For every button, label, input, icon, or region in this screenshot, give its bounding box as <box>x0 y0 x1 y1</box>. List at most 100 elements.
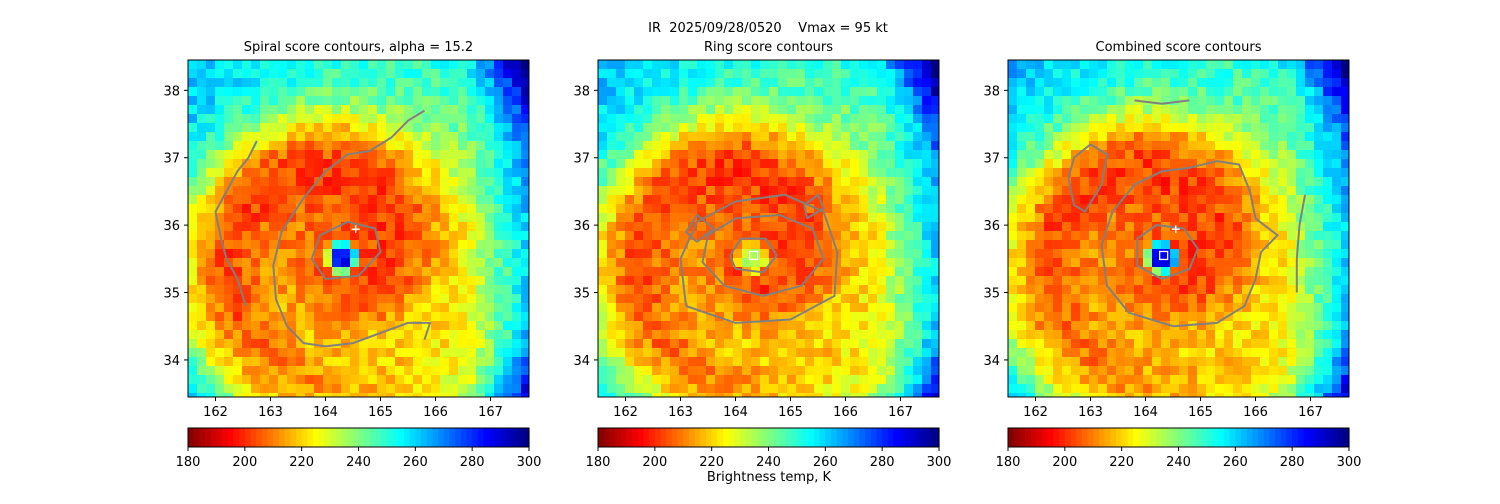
colorbar-tick-label: 240 <box>346 455 371 470</box>
colorbar-segment <box>477 428 485 447</box>
colorbar-segment <box>290 428 297 447</box>
colorbar-segment <box>1195 428 1202 447</box>
y-tick-label: 35 <box>983 287 1000 302</box>
colorbar-segment <box>1212 428 1219 447</box>
y-tick-label: 38 <box>163 84 180 99</box>
colorbar-segment <box>836 428 843 447</box>
colorbar-tick-label: 220 <box>1109 455 1134 470</box>
colorbar-segment <box>188 428 195 447</box>
y-tick-label: 35 <box>163 287 180 302</box>
colorbar-segment <box>1121 428 1128 447</box>
colorbar-segment <box>489 428 496 447</box>
colorbar-segment <box>1314 428 1322 447</box>
colorbar-segment <box>666 428 673 447</box>
colorbar-segment <box>1042 428 1049 447</box>
colorbar-segment <box>1309 428 1316 447</box>
colorbar-segment <box>1036 428 1043 447</box>
score-contour <box>1067 143 1109 213</box>
colorbar-segment <box>762 428 770 447</box>
colorbar-segment <box>1087 428 1094 447</box>
panel-title: Spiral score contours, alpha = 15.2 <box>244 40 473 55</box>
colorbar-segment <box>598 428 605 447</box>
colorbar-segment <box>865 428 872 447</box>
score-contour <box>701 213 825 297</box>
colorbar-segment <box>409 428 416 447</box>
colorbar-segment <box>517 428 524 447</box>
colorbar-segment <box>494 428 502 447</box>
colorbar-segment <box>438 428 445 447</box>
colorbar-segment <box>193 428 200 447</box>
x-tick-label: 167 <box>1298 405 1323 420</box>
colorbar-segment <box>1104 428 1111 447</box>
x-tick-label: 162 <box>1023 405 1048 420</box>
colorbar-tick-label: 300 <box>1337 455 1362 470</box>
colorbar-segment <box>1030 428 1038 447</box>
colorbar-segment <box>626 428 633 447</box>
colorbar-segment <box>893 428 900 447</box>
colorbar-segment <box>904 428 912 447</box>
colorbar-segment <box>700 428 707 447</box>
colorbar-segment <box>916 428 923 447</box>
colorbar-segment <box>415 428 422 447</box>
colorbar-segment <box>859 428 866 447</box>
y-tick-label: 34 <box>163 354 180 369</box>
colorbar-segment <box>654 428 662 447</box>
colorbar-segment <box>307 428 314 447</box>
panel-title: Combined score contours <box>1096 40 1262 55</box>
axes-frame <box>597 59 940 398</box>
colorbar-segment <box>1189 428 1197 447</box>
colorbar-segment <box>882 428 889 447</box>
colorbar-segment <box>511 428 519 447</box>
colorbar-segment <box>1178 428 1185 447</box>
colorbar-tick-label: 200 <box>232 455 257 470</box>
y-tick-label: 37 <box>163 152 180 167</box>
score-contour <box>1136 224 1199 281</box>
colorbar-segment <box>426 428 433 447</box>
colorbar-segment <box>870 428 878 447</box>
colorbar-tick-label: 260 <box>1223 455 1248 470</box>
colorbar-segment <box>1343 428 1350 447</box>
colorbar-segment <box>887 428 895 447</box>
y-tick-label: 35 <box>573 287 590 302</box>
colorbar-segment <box>848 428 855 447</box>
score-contour <box>684 213 716 243</box>
colorbar-tick-label: 200 <box>642 455 667 470</box>
y-tick-label: 37 <box>983 152 1000 167</box>
colorbar-segment <box>694 428 701 447</box>
colorbar-segment <box>1155 428 1163 447</box>
colorbar-tick-label: 180 <box>586 455 611 470</box>
y-tick-label: 34 <box>983 354 1000 369</box>
colorbar-segment <box>688 428 696 447</box>
colorbar-segment <box>1252 428 1259 447</box>
colorbar-segment <box>717 428 724 447</box>
colorbar-segment <box>222 428 229 447</box>
colorbar-segment <box>1263 428 1271 447</box>
colorbar-segment <box>1138 428 1145 447</box>
colorbar-segment <box>728 428 735 447</box>
colorbar-segment <box>1150 428 1157 447</box>
y-tick-label: 36 <box>983 219 1000 234</box>
colorbar-segment <box>1218 428 1225 447</box>
colorbar-tick-label: 280 <box>870 455 895 470</box>
colorbar-segment <box>819 428 826 447</box>
axes-frame <box>187 59 530 398</box>
colorbar-label: Brightness temp, K <box>706 470 832 485</box>
colorbar: 180 200 220 240 260 280 300 <box>586 427 951 470</box>
colorbar-segment <box>313 428 320 447</box>
figure-suptitle: IR 2025/09/28/0520 Vmax = 95 kt <box>648 21 888 36</box>
x-tick-label: 166 <box>1243 405 1268 420</box>
colorbar-segment <box>460 428 468 447</box>
colorbar-segment <box>779 428 787 447</box>
panel-2: Ring score contours 162 163 164 165 166 167 34 3… <box>573 40 951 470</box>
colorbar-segment <box>1229 428 1236 447</box>
colorbar-segment <box>1008 428 1015 447</box>
colorbar-segment <box>205 428 212 447</box>
colorbar-segment <box>603 428 610 447</box>
x-tick-label: 167 <box>888 405 913 420</box>
x-tick-label: 164 <box>723 405 748 420</box>
colorbar-segment <box>449 428 456 447</box>
colorbar-segment <box>244 428 252 447</box>
colorbar-segment <box>1235 428 1242 447</box>
colorbar-segment <box>1064 428 1072 447</box>
